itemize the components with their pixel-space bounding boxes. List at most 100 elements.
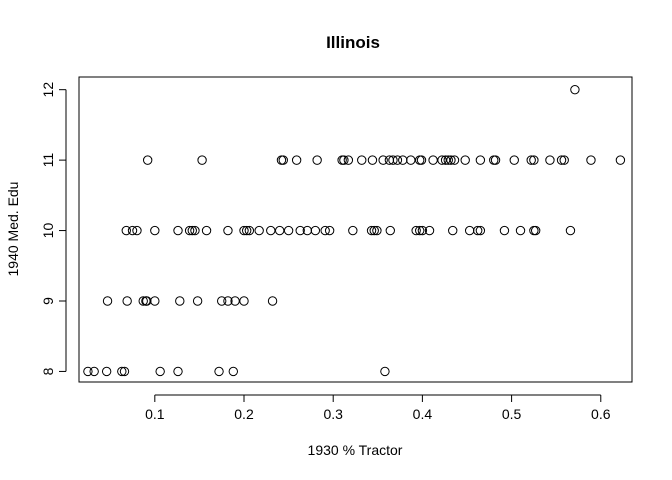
x-tick-label: 0.2 bbox=[234, 406, 254, 422]
data-point bbox=[320, 225, 330, 236]
data-points bbox=[83, 84, 626, 377]
data-point bbox=[119, 366, 130, 377]
data-point bbox=[267, 296, 278, 306]
data-point bbox=[348, 225, 358, 236]
data-point bbox=[367, 155, 378, 165]
data-point bbox=[138, 296, 148, 306]
data-point bbox=[122, 296, 132, 306]
data-point bbox=[415, 225, 425, 236]
data-point bbox=[443, 155, 453, 165]
data-point bbox=[339, 155, 349, 165]
data-point bbox=[291, 155, 302, 165]
x-axis: 0.1 0.2 0.3 0.4 0.5 0.6 bbox=[145, 394, 611, 422]
data-point bbox=[173, 366, 183, 377]
data-point bbox=[570, 84, 580, 95]
data-point bbox=[155, 366, 165, 377]
data-point bbox=[475, 155, 486, 165]
data-point bbox=[559, 155, 569, 165]
data-point bbox=[192, 296, 203, 306]
data-point bbox=[230, 296, 240, 306]
data-point bbox=[276, 155, 287, 165]
data-point bbox=[187, 225, 197, 236]
data-point bbox=[214, 366, 224, 377]
y-tick-label: 10 bbox=[40, 223, 56, 239]
data-point bbox=[366, 225, 377, 236]
data-point bbox=[357, 155, 367, 165]
data-point bbox=[565, 225, 576, 236]
data-point bbox=[388, 155, 398, 165]
data-point bbox=[89, 366, 99, 377]
data-point bbox=[530, 225, 541, 236]
data-point bbox=[142, 155, 153, 165]
data-point bbox=[526, 155, 536, 165]
y-tick-label: 8 bbox=[40, 367, 56, 375]
data-point bbox=[197, 155, 207, 165]
data-point bbox=[295, 225, 305, 236]
data-point bbox=[102, 296, 113, 306]
data-point bbox=[472, 225, 483, 236]
data-point bbox=[406, 155, 416, 165]
data-point bbox=[586, 155, 596, 165]
data-point bbox=[440, 155, 451, 165]
y-axis-label: 1940 Med. Edu bbox=[5, 182, 21, 277]
data-point bbox=[460, 155, 470, 165]
data-point bbox=[428, 155, 438, 165]
data-point bbox=[150, 296, 160, 306]
data-point bbox=[475, 225, 486, 236]
data-point bbox=[223, 225, 233, 236]
x-tick-label: 0.1 bbox=[145, 406, 165, 422]
data-point bbox=[378, 155, 388, 165]
data-point bbox=[515, 225, 526, 236]
data-point bbox=[446, 155, 456, 165]
data-point bbox=[266, 225, 276, 236]
y-tick-label: 12 bbox=[40, 82, 56, 98]
data-point bbox=[173, 225, 183, 236]
data-point bbox=[324, 225, 335, 236]
data-point bbox=[228, 366, 239, 377]
data-point bbox=[369, 225, 379, 236]
data-point bbox=[274, 225, 285, 236]
data-point bbox=[117, 366, 127, 377]
data-point bbox=[184, 225, 195, 236]
data-point bbox=[509, 155, 519, 165]
data-point bbox=[416, 155, 427, 165]
data-point bbox=[415, 155, 425, 165]
plot-box bbox=[78, 76, 633, 383]
data-point bbox=[241, 225, 252, 236]
data-point bbox=[217, 296, 227, 306]
data-point bbox=[398, 155, 408, 165]
data-point bbox=[545, 155, 555, 165]
data-point bbox=[239, 225, 249, 236]
data-point bbox=[489, 155, 499, 165]
data-point bbox=[499, 225, 510, 236]
chart-title: Illinois bbox=[326, 33, 380, 52]
data-point bbox=[615, 155, 626, 165]
data-point bbox=[464, 225, 475, 236]
data-point bbox=[343, 155, 354, 165]
data-point bbox=[448, 225, 458, 236]
data-point bbox=[380, 366, 390, 377]
data-point bbox=[175, 296, 185, 306]
data-point bbox=[150, 225, 160, 236]
data-point bbox=[201, 225, 212, 236]
data-point bbox=[121, 225, 131, 236]
data-point bbox=[127, 225, 138, 236]
data-point bbox=[529, 155, 539, 165]
data-point bbox=[223, 296, 233, 306]
data-point bbox=[190, 225, 200, 236]
data-point bbox=[312, 155, 322, 165]
data-point bbox=[437, 155, 447, 165]
data-point bbox=[417, 225, 428, 236]
data-point bbox=[424, 225, 435, 236]
data-point bbox=[101, 366, 112, 377]
data-point bbox=[83, 366, 93, 377]
data-point bbox=[239, 296, 249, 306]
data-point bbox=[556, 155, 567, 165]
data-point bbox=[385, 225, 395, 236]
data-point bbox=[392, 155, 403, 165]
data-point bbox=[529, 225, 539, 236]
data-point bbox=[449, 155, 460, 165]
data-point bbox=[372, 225, 382, 236]
